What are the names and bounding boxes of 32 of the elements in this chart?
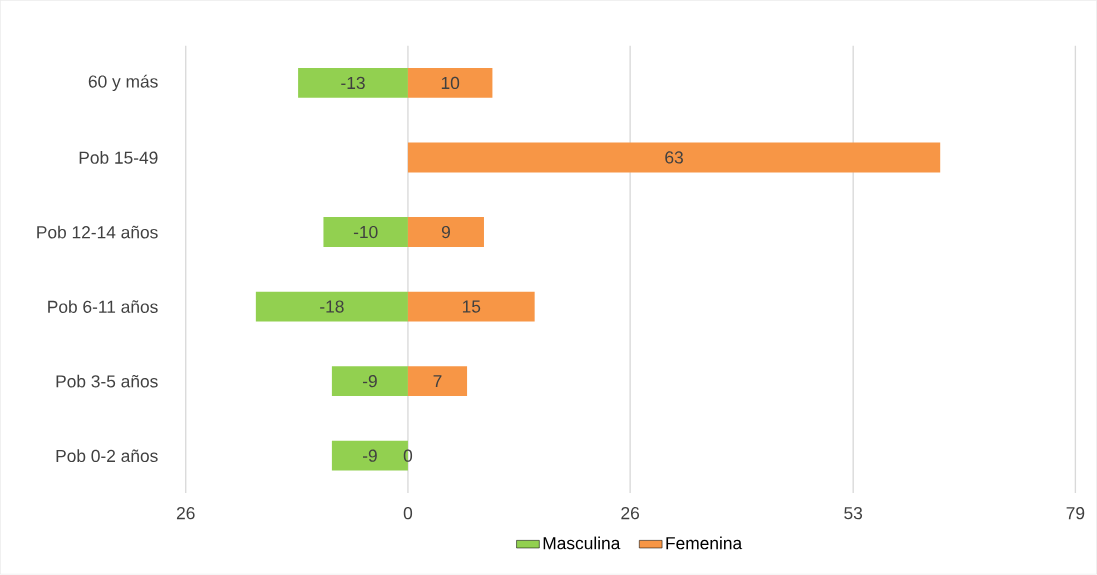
x-tick-label: 26 (176, 507, 195, 520)
data-label: -9 (362, 375, 377, 388)
data-label: 15 (462, 300, 481, 313)
bar (323, 217, 408, 248)
y-tick-label: Pob 15-49 (79, 151, 158, 165)
y-tick-label: Pob 0-2 años (56, 449, 158, 463)
bar (298, 68, 408, 99)
y-tick-label: Pob 6-11 años (48, 300, 158, 314)
data-label: 7 (433, 375, 442, 388)
y-tick-label: Pob 12-14 años (37, 225, 158, 239)
data-label: 10 (441, 76, 460, 90)
y-tick-label: Pob 3-5 años (56, 374, 158, 388)
data-label: -10 (353, 226, 378, 239)
bar (407, 68, 493, 99)
x-tick-label: 26 (621, 507, 640, 520)
x-tick-label: 79 (1066, 507, 1085, 520)
data-label: 63 (665, 151, 683, 164)
data-label: -18 (320, 300, 344, 313)
bar (407, 291, 535, 322)
bar (255, 291, 408, 322)
bar (331, 366, 408, 397)
data-label: -13 (341, 76, 365, 90)
bar (407, 366, 468, 397)
data-label: -9 (362, 449, 377, 463)
bar (407, 142, 941, 173)
x-tick-label: 53 (844, 507, 863, 520)
x-tick-label: 0 (403, 507, 413, 520)
data-label: 9 (441, 226, 450, 239)
legend-label: Femenina (666, 536, 743, 550)
bar (407, 217, 484, 248)
y-tick-label: 60 y más (88, 74, 158, 92)
legend-label: Masculina (543, 536, 621, 550)
